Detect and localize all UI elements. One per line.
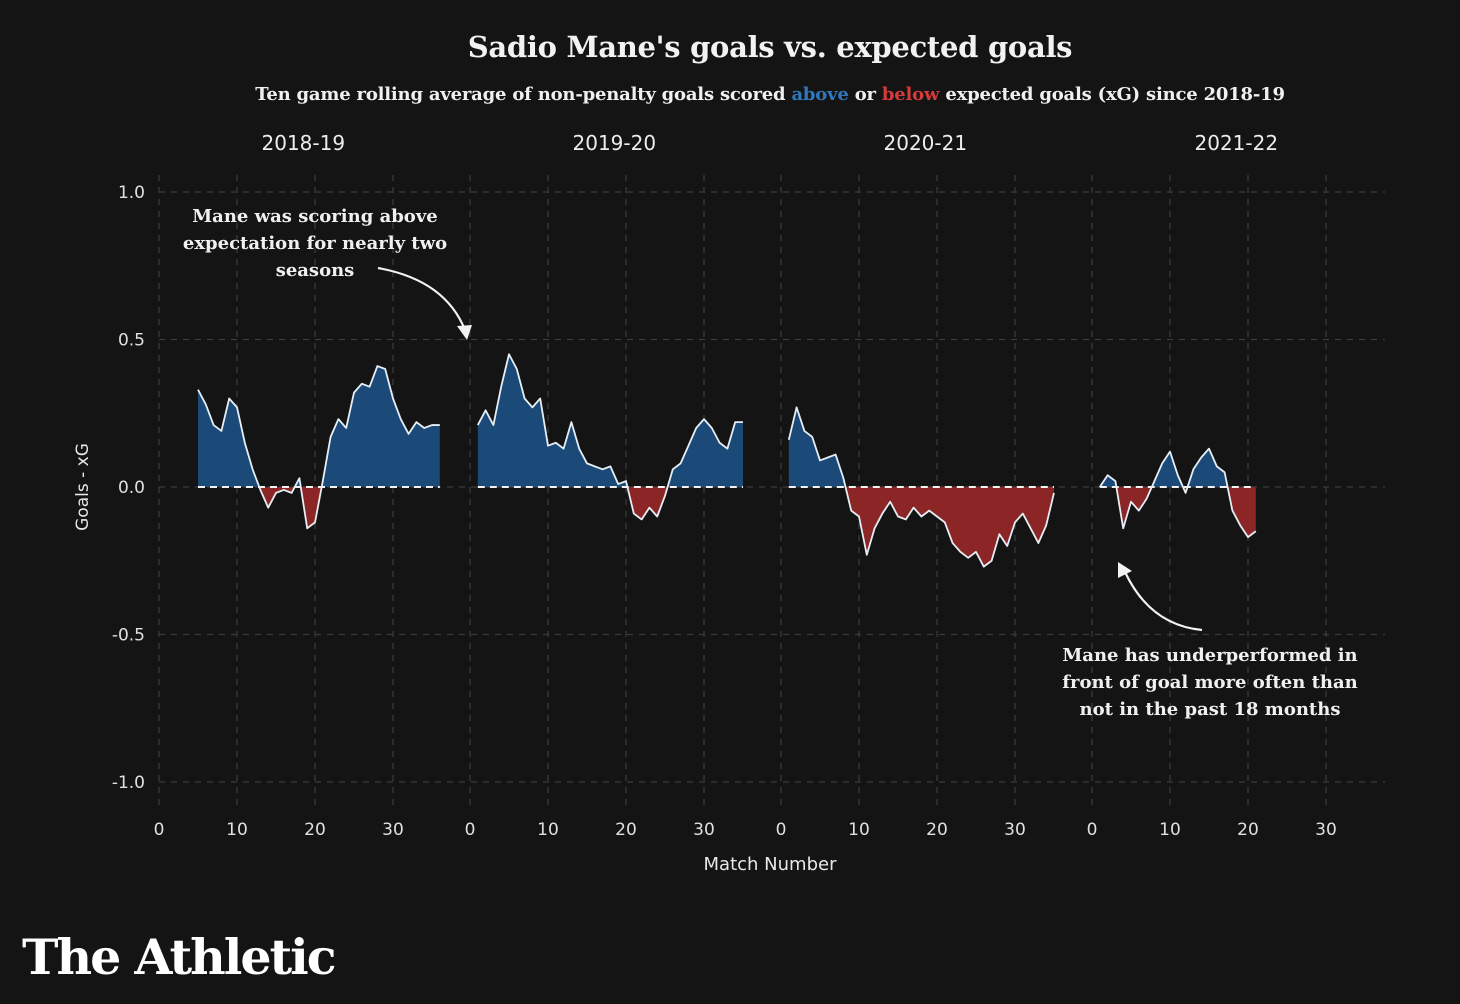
x-tick-label: 0 <box>154 820 165 840</box>
series-line-2019-20 <box>477 353 743 521</box>
subtitle-above: above <box>791 84 849 105</box>
arrowhead-left <box>457 325 472 340</box>
subtitle-below: below <box>881 84 940 105</box>
x-tick-label: 30 <box>693 820 715 840</box>
x-tick-label: 0 <box>1087 820 1098 840</box>
season-label: 2020-21 <box>884 131 968 155</box>
area-above-2018-19 <box>198 366 440 487</box>
y-tick-label: 0.5 <box>118 331 145 351</box>
area-above-2019-20 <box>477 354 743 487</box>
x-tick-label: 20 <box>1237 820 1259 840</box>
x-tick-label: 10 <box>537 820 559 840</box>
x-tick-label: 10 <box>1159 820 1181 840</box>
area-above-2021-22 <box>1099 448 1256 487</box>
annotation-arrow-left <box>377 266 467 331</box>
x-tick-label: 0 <box>465 820 476 840</box>
x-tick-label: 30 <box>1004 820 1026 840</box>
area-above-2020-21 <box>788 407 1054 487</box>
season-label: 2018-19 <box>262 131 346 155</box>
brand-logo: The Athletic <box>22 928 337 986</box>
x-tick-label: 30 <box>382 820 404 840</box>
arrowhead-right <box>1118 562 1132 578</box>
y-tick-label: -1.0 <box>112 773 145 793</box>
chart-subtitle: Ten game rolling average of non-penalty … <box>0 84 1460 105</box>
x-tick-label: 10 <box>226 820 248 840</box>
x-tick-label: 10 <box>848 820 870 840</box>
y-tick-label: 0.0 <box>118 478 145 498</box>
annotation-below: Mane has underperformed in front of goal… <box>1062 645 1358 720</box>
series-line-2020-21 <box>787 406 1055 568</box>
y-axis-label: Goals - xG <box>73 443 93 531</box>
x-tick-label: 30 <box>1315 820 1337 840</box>
season-label: 2019-20 <box>573 131 657 155</box>
x-tick-label: 20 <box>615 820 637 840</box>
annotation-arrow-right <box>1124 571 1203 632</box>
area-below-2020-21 <box>788 487 1054 567</box>
subtitle-lead: Ten game rolling average of non-penalty … <box>255 84 786 105</box>
y-tick-label: 1.0 <box>118 183 145 203</box>
x-tick-label: 0 <box>776 820 787 840</box>
area-below-2018-19 <box>198 487 440 529</box>
series-line-2021-22 <box>1099 447 1257 539</box>
y-tick-label: -0.5 <box>112 626 145 646</box>
subtitle-or: or <box>854 84 876 105</box>
area-below-2021-22 <box>1099 487 1256 538</box>
annotation-above: Mane was scoring above expectation for n… <box>182 206 448 281</box>
x-tick-label: 20 <box>304 820 326 840</box>
subtitle-tail: expected goals (xG) since 2018-19 <box>945 84 1285 105</box>
season-label: 2021-22 <box>1195 131 1279 155</box>
series-line-2018-19 <box>197 365 440 530</box>
x-axis-label: Match Number <box>704 854 838 875</box>
x-tick-label: 20 <box>926 820 948 840</box>
chart-title: Sadio Mane's goals vs. expected goals <box>467 30 1073 64</box>
